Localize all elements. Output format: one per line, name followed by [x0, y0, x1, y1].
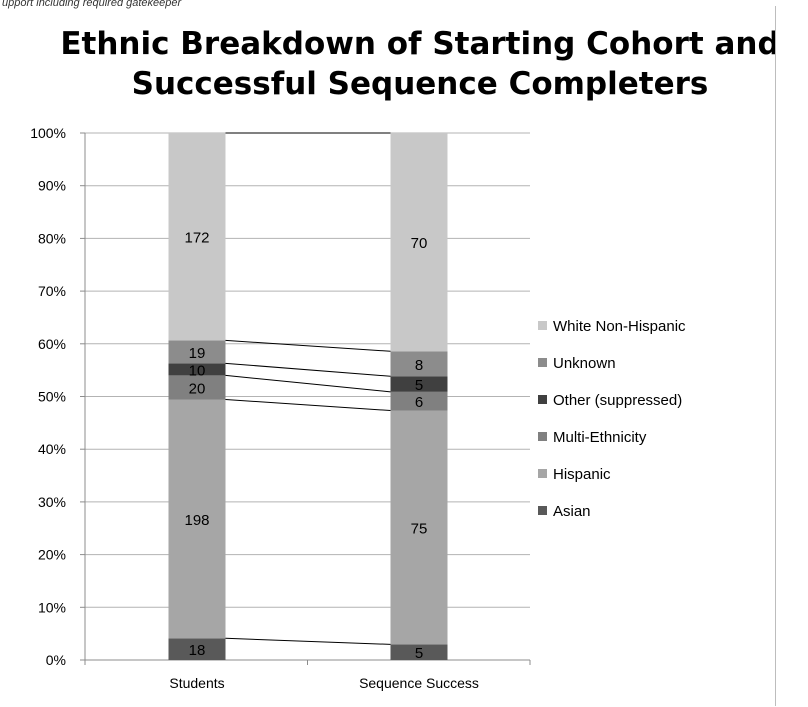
- gridlines: [85, 132, 530, 661]
- axes: 0% 10% 20% 30% 40% 50% 60% 70% 80% 90% 100% Student…: [30, 125, 531, 691]
- series-line-2: [225, 374, 391, 393]
- chart-title: Ethnic Breakdown of Starting Cohort and S…: [60, 26, 775, 102]
- legend-swatch: [538, 395, 547, 404]
- data-label: 172: [184, 230, 209, 247]
- data-label: 5: [415, 377, 423, 394]
- y-tick-label: 0%: [46, 652, 66, 668]
- legend-swatch: [538, 358, 547, 367]
- data-label: 10: [189, 362, 206, 379]
- category-label: Students: [169, 675, 224, 691]
- y-tick-label: 80%: [38, 230, 66, 246]
- legend-swatch: [538, 469, 547, 478]
- chart-svg: Ethnic Breakdown of Starting Cohort and S…: [30, 26, 775, 691]
- legend-label: Other (suppressed): [553, 392, 682, 409]
- bar-segment-white-non-hispanic: [168, 133, 226, 341]
- top-caption: upport including required gatekeeper: [2, 0, 182, 9]
- data-label: 20: [189, 380, 206, 397]
- bar-segment-multi-ethnicity: [390, 391, 448, 411]
- legend-label: Asian: [553, 503, 591, 520]
- legend-label: Hispanic: [553, 466, 611, 483]
- series-lines: [225, 132, 391, 645]
- bar-segment-unknown: [390, 351, 448, 377]
- data-label: 75: [411, 520, 428, 537]
- chart-title-line-2: Successful Sequence Completers: [132, 66, 709, 102]
- y-tick-label: 20%: [38, 547, 66, 563]
- y-tick-label: 50%: [38, 389, 66, 405]
- data-label: 70: [411, 235, 428, 252]
- bar-segment-hispanic: [168, 399, 226, 639]
- bar-segment-asian: [390, 644, 448, 660]
- legend-swatch: [538, 321, 547, 330]
- series-line-0: [225, 637, 391, 645]
- bar-segment-hispanic: [390, 410, 448, 645]
- y-tick-label: 10%: [38, 599, 66, 615]
- data-label: 18: [189, 642, 206, 659]
- legend-swatch: [538, 432, 547, 441]
- data-label: 5: [415, 645, 423, 662]
- bar-segment-unknown: [168, 340, 226, 364]
- y-tick-label: 60%: [38, 336, 66, 352]
- bars: [168, 133, 448, 660]
- legend-label: White Non-Hispanic: [553, 318, 686, 335]
- series-line-1: [225, 399, 391, 412]
- data-label: 6: [415, 394, 423, 411]
- series-line-3: [225, 362, 391, 377]
- y-tick-label: 70%: [38, 283, 66, 299]
- bar-segment-multi-ethnicity: [168, 375, 226, 400]
- bar-segment-white-non-hispanic: [390, 133, 448, 352]
- legend-label: Unknown: [553, 355, 616, 372]
- bar-segment-other-suppressed: [390, 376, 448, 392]
- series-line-4: [225, 339, 391, 352]
- legend-swatch: [538, 506, 547, 515]
- legend-label: Multi-Ethnicity: [553, 429, 647, 446]
- data-label: 19: [189, 345, 206, 362]
- y-tick-label: 40%: [38, 441, 66, 457]
- bar-segment-asian: [168, 638, 226, 660]
- y-tick-label: 100%: [30, 125, 66, 141]
- legend: White Non-Hispanic Unknown Other (suppress…: [538, 318, 686, 520]
- data-label: 198: [184, 512, 209, 529]
- category-label: Sequence Success: [359, 675, 479, 691]
- y-tick-label: 30%: [38, 494, 66, 510]
- chart-frame: Ethnic Breakdown of Starting Cohort and S…: [0, 6, 776, 706]
- data-label: 8: [415, 357, 423, 374]
- y-tick-label: 90%: [38, 178, 66, 194]
- bar-segment-other-suppressed: [168, 363, 226, 376]
- chart-title-line-1: Ethnic Breakdown of Starting Cohort and: [60, 26, 775, 62]
